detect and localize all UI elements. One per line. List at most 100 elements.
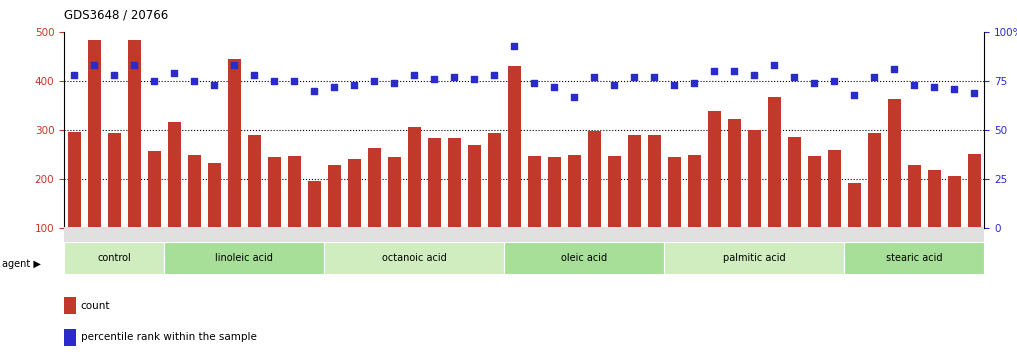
Point	[886, 66, 902, 72]
Bar	[164, 242, 324, 274]
Bar	[567, 155, 581, 278]
Text: control: control	[98, 253, 131, 263]
Bar	[147, 151, 161, 278]
Point	[946, 86, 962, 92]
Point	[666, 82, 682, 88]
Bar	[288, 156, 301, 278]
Bar	[168, 122, 181, 278]
Bar	[64, 329, 76, 346]
Bar	[588, 131, 601, 278]
Bar	[848, 183, 861, 278]
Point	[826, 78, 842, 84]
Bar	[447, 138, 461, 278]
Bar	[64, 242, 164, 274]
Point	[686, 80, 703, 86]
Text: octanoic acid: octanoic acid	[381, 253, 446, 263]
Point	[526, 80, 542, 86]
Bar	[627, 135, 641, 278]
Bar	[968, 154, 981, 278]
Bar	[528, 156, 541, 278]
Bar	[127, 40, 140, 278]
Bar	[948, 176, 961, 278]
Bar	[64, 297, 76, 314]
Point	[386, 80, 403, 86]
Point	[426, 76, 442, 82]
Point	[266, 78, 283, 84]
Point	[206, 82, 223, 88]
Point	[646, 74, 662, 80]
Bar	[308, 181, 320, 278]
Bar	[728, 119, 740, 278]
Bar	[87, 40, 101, 278]
Bar	[468, 145, 481, 278]
Bar	[687, 155, 701, 278]
Bar	[428, 138, 440, 278]
Bar	[668, 156, 680, 278]
Point	[466, 76, 482, 82]
Point	[146, 78, 163, 84]
Point	[346, 82, 362, 88]
Point	[726, 68, 742, 74]
Bar	[828, 150, 841, 278]
Point	[766, 62, 782, 68]
Bar	[368, 148, 380, 278]
Bar	[928, 170, 941, 278]
Bar	[324, 242, 504, 274]
Point	[226, 62, 242, 68]
Bar	[908, 165, 921, 278]
Text: GDS3648 / 20766: GDS3648 / 20766	[64, 9, 169, 22]
Point	[106, 72, 122, 78]
Bar	[248, 136, 260, 278]
Bar	[747, 130, 761, 278]
Bar	[348, 159, 361, 278]
Bar	[327, 165, 341, 278]
Text: palmitic acid: palmitic acid	[723, 253, 786, 263]
Point	[126, 62, 142, 68]
Text: oleic acid: oleic acid	[561, 253, 607, 263]
Point	[626, 74, 643, 80]
Text: agent ▶: agent ▶	[2, 259, 41, 269]
Point	[546, 84, 562, 90]
Point	[846, 92, 862, 98]
Point	[966, 90, 982, 96]
Bar	[648, 136, 661, 278]
Point	[66, 72, 82, 78]
Text: percentile rank within the sample: percentile rank within the sample	[80, 332, 256, 342]
Point	[86, 62, 103, 68]
Point	[786, 74, 802, 80]
Bar	[504, 242, 664, 274]
Point	[706, 68, 722, 74]
Point	[186, 78, 202, 84]
Point	[166, 70, 182, 76]
Text: linoleic acid: linoleic acid	[216, 253, 274, 263]
Bar	[664, 242, 844, 274]
Bar	[888, 99, 901, 278]
Point	[586, 74, 602, 80]
Bar	[408, 127, 421, 278]
Point	[406, 72, 422, 78]
Bar	[708, 111, 721, 278]
Point	[906, 82, 922, 88]
Bar	[207, 164, 221, 278]
Point	[446, 74, 463, 80]
Text: count: count	[80, 301, 110, 310]
Point	[606, 82, 622, 88]
Bar	[228, 59, 241, 278]
Bar	[488, 132, 500, 278]
Point	[746, 72, 763, 78]
Bar	[187, 155, 200, 278]
Point	[246, 72, 262, 78]
Point	[806, 80, 823, 86]
Bar	[768, 97, 781, 278]
Point	[306, 88, 322, 94]
Point	[366, 78, 382, 84]
Point	[566, 94, 583, 99]
Text: stearic acid: stearic acid	[886, 253, 943, 263]
Bar	[844, 242, 984, 274]
Point	[486, 72, 502, 78]
Bar	[67, 132, 80, 278]
Bar	[868, 132, 881, 278]
Point	[926, 84, 943, 90]
Bar	[507, 66, 521, 278]
Bar	[608, 156, 620, 278]
